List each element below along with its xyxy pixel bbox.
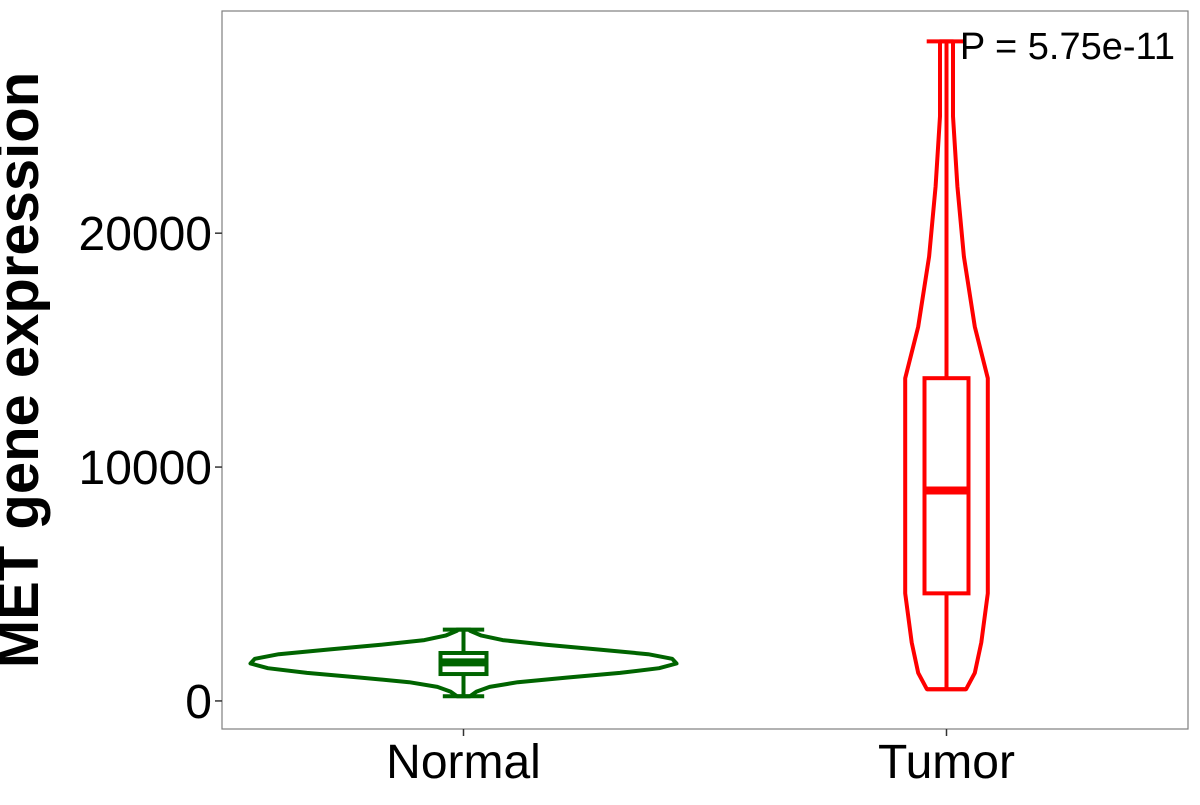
y-axis: 0 10000 20000	[79, 208, 222, 729]
plot-panel	[221, 10, 1189, 730]
y-tick-label: 20000	[79, 208, 212, 261]
violin-group-normal	[248, 627, 679, 699]
y-tick-label: 0	[185, 676, 212, 729]
y-tick-label: 10000	[79, 442, 212, 495]
x-tick-label: Tumor	[878, 736, 1015, 789]
x-axis: Normal Tumor	[386, 729, 1015, 789]
violin-group-tumor	[903, 39, 990, 692]
violin-layer	[248, 39, 990, 699]
iqr-box	[922, 376, 971, 596]
y-axis-title: MET gene expression	[0, 72, 51, 668]
p-value-annotation: P = 5.75e-11	[960, 26, 1175, 68]
x-tick-label: Normal	[386, 736, 541, 789]
